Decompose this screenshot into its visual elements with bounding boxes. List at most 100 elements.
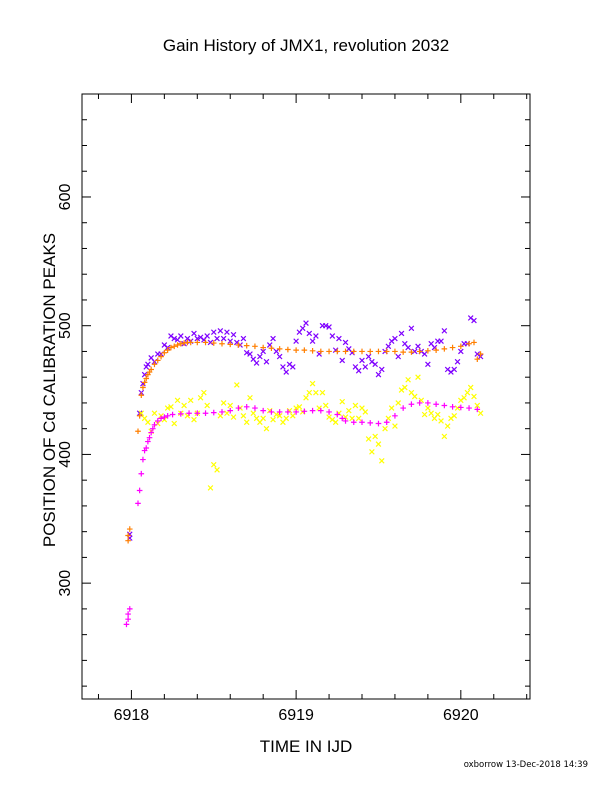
data-point [168, 344, 174, 351]
data-point [421, 351, 428, 357]
data-point [154, 357, 161, 364]
data-point [204, 333, 211, 339]
data-point [178, 340, 184, 347]
footer-credit: oxborrow 13-Dec-2018 14:39 [463, 760, 588, 770]
data-point [276, 409, 283, 415]
data-point [342, 348, 349, 355]
data-point [355, 415, 362, 422]
data-point [187, 397, 194, 404]
data-point [388, 405, 395, 411]
data-point [178, 411, 184, 417]
data-point [441, 433, 448, 440]
data-point [309, 407, 316, 414]
data-point [146, 434, 153, 441]
data-point [309, 348, 316, 354]
data-point [332, 419, 339, 426]
data-point [339, 357, 346, 364]
data-point [303, 320, 309, 326]
data-point [276, 412, 283, 419]
data-point [227, 402, 234, 409]
data-point [375, 348, 382, 355]
data-point [150, 425, 156, 432]
data-point [339, 415, 346, 422]
data-point [313, 389, 319, 396]
data-point [273, 411, 280, 418]
data-point [194, 410, 201, 417]
axis-ticks: 300 400 500 600 6918 6919 6920 [57, 93, 530, 724]
data-point [260, 407, 266, 414]
data-point [400, 405, 406, 411]
data-point [285, 409, 291, 415]
data-point [283, 369, 290, 375]
data-point [235, 405, 242, 411]
data-point [268, 345, 275, 352]
data-point [126, 526, 133, 532]
data-point [220, 335, 227, 342]
data-point [434, 411, 441, 418]
data-point [125, 616, 131, 622]
data-point [161, 414, 168, 420]
data-point [214, 467, 220, 473]
data-point [425, 405, 431, 411]
data-point [270, 416, 276, 423]
data-point [148, 429, 154, 436]
data-point [318, 348, 324, 355]
data-point [181, 402, 187, 409]
data-point [217, 328, 224, 334]
data-point [227, 341, 234, 348]
data-point [219, 340, 225, 347]
data-point [326, 409, 332, 415]
data-point [350, 348, 357, 355]
data-point [306, 389, 313, 396]
data-point [202, 339, 209, 346]
data-point [400, 349, 406, 355]
data-point [441, 346, 448, 352]
data-point [345, 407, 352, 414]
data-point [474, 402, 481, 409]
data-point [318, 407, 324, 414]
data-point [240, 335, 247, 342]
chart-title: Gain History of JMX1, revolution 2032 [162, 36, 450, 55]
data-point [375, 441, 382, 447]
data-point [138, 392, 145, 399]
data-point [194, 339, 201, 346]
data-point [263, 358, 270, 365]
y-tick-label: 400 [57, 441, 74, 468]
data-point [136, 413, 143, 419]
data-point [342, 418, 349, 424]
data-point [243, 342, 250, 349]
data-point [243, 349, 250, 356]
data-point [451, 412, 458, 419]
data-point [309, 338, 316, 344]
data-point [383, 419, 390, 426]
data-point [187, 339, 194, 346]
data-point [322, 402, 329, 409]
data-point [260, 415, 267, 422]
data-point [135, 500, 141, 507]
data-point [135, 428, 141, 435]
data-point [359, 419, 365, 426]
series-1 [138, 374, 484, 491]
data-point [148, 366, 154, 373]
x-tick-label: 6920 [443, 707, 479, 724]
data-point [329, 333, 336, 339]
data-point [186, 410, 192, 417]
data-point [449, 403, 456, 410]
data-point [181, 340, 187, 346]
data-point [372, 433, 379, 440]
data-point [276, 346, 283, 352]
data-point [362, 364, 369, 370]
data-point [369, 449, 375, 455]
data-point [378, 458, 385, 464]
data-point [299, 325, 306, 332]
data-point [293, 338, 299, 344]
data-point [240, 412, 247, 419]
data-point [171, 420, 178, 427]
data-point [219, 409, 225, 415]
data-point [125, 537, 131, 544]
data-point [471, 339, 477, 346]
data-point [210, 409, 217, 416]
data-point [454, 405, 461, 411]
data-point [293, 409, 299, 415]
